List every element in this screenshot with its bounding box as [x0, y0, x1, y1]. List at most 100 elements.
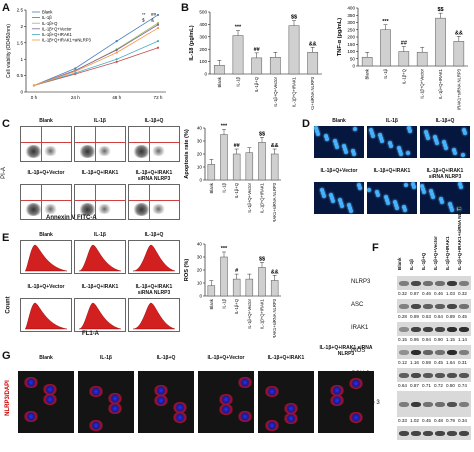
panel-label-f: F	[372, 242, 379, 254]
densitometry-value: 1.14	[458, 337, 467, 342]
cell-population-cloud	[79, 144, 96, 158]
condition-title: IL-1β+Q+IRAK1 siRNA NLRP3	[135, 170, 173, 182]
condition-title: IL-1β+Q+Vector	[320, 168, 358, 174]
legend-significance-mark: **	[142, 12, 146, 17]
category-label: IL-1β+Q	[234, 182, 239, 198]
protein-band	[447, 326, 457, 332]
panel-label-a: A	[2, 2, 10, 14]
panel-c-xaxis-label: Annexin V FITC-A	[46, 215, 97, 221]
protein-band	[447, 401, 457, 407]
flow-cytometry-plot	[128, 126, 180, 162]
cell-population-cloud	[25, 202, 42, 216]
x-tick-label: 24 h	[71, 95, 80, 100]
nucleus	[448, 202, 452, 206]
y-tick-label: 20	[197, 268, 203, 273]
histogram-svg	[24, 302, 68, 330]
histogram-peak	[132, 302, 176, 330]
lane-label: IL-1β+Q+IRAK1+siRNA NLRP3	[457, 203, 462, 270]
nucleus	[389, 144, 393, 148]
condition-title: Blank	[39, 232, 53, 238]
densitometry-value: 0.94	[422, 337, 431, 342]
bar	[269, 57, 281, 75]
dapi-image	[420, 182, 470, 214]
nucleus	[430, 192, 434, 196]
stained-cell	[24, 411, 38, 422]
significance-mark: &&	[455, 30, 463, 36]
category-label: IL-1β+Q+IRAK1	[260, 298, 265, 329]
blot-strip	[397, 276, 471, 290]
stained-cell	[219, 394, 233, 405]
y-tick-label: 400	[199, 22, 207, 27]
condition-title: IL-1β+Q+Vector	[27, 170, 65, 176]
significance-mark: ***	[382, 19, 389, 25]
nucleus	[351, 149, 355, 153]
quadrant-line-horizontal	[129, 200, 179, 202]
category-label: Blank	[217, 76, 222, 87]
flow-cytometry-plot	[20, 184, 72, 220]
nucleus	[425, 133, 429, 137]
y-tick-label: 40	[197, 126, 203, 131]
dapi-image	[367, 126, 417, 158]
stained-cell	[154, 395, 168, 406]
condition-title: IL-1β+Q	[144, 232, 164, 238]
nucleus	[367, 188, 371, 192]
nucleus	[450, 208, 454, 212]
panel-label-b: B	[181, 2, 189, 14]
dapi-image	[314, 126, 364, 158]
protein-band	[423, 303, 433, 309]
stained-cell	[24, 377, 38, 388]
densitometry-value: 0.48	[434, 418, 443, 423]
nucleus	[453, 151, 457, 155]
bar	[270, 280, 279, 297]
y-tick-label: 10	[197, 281, 203, 286]
significance-mark: ##	[234, 143, 240, 149]
nucleus	[458, 182, 462, 186]
protein-band	[411, 280, 421, 286]
nucleus	[421, 187, 425, 191]
legend-label: IL-1β+Q	[42, 21, 58, 26]
condition-title: IL-1β	[100, 355, 112, 361]
nucleus	[443, 143, 447, 147]
nucleus	[352, 152, 356, 156]
densitometry-value: 0.33	[398, 418, 407, 423]
densitometry-value: 1.03	[446, 291, 455, 296]
blot-strip	[397, 426, 471, 440]
quadrant-line-vertical	[149, 127, 150, 161]
nucleus	[376, 193, 380, 197]
legend-label: IL-1β+Q+IRAK1	[42, 32, 73, 37]
nucleus	[379, 136, 383, 140]
significance-mark: ***	[221, 246, 228, 252]
nucleus	[393, 200, 397, 204]
nucleus	[329, 193, 333, 197]
cell-population-cloud	[25, 144, 42, 158]
nucleus	[398, 149, 402, 153]
protein-band	[447, 372, 457, 378]
legend-label: IL-1β+Q+IRAK1+siNLRP3	[42, 38, 92, 43]
densitometry-value: 0.87	[410, 383, 419, 388]
ros-histogram	[74, 298, 126, 332]
stained-cell	[349, 412, 363, 423]
nucleus	[344, 150, 348, 154]
quadrant-line-horizontal	[21, 200, 71, 202]
protein-band	[411, 303, 421, 309]
stained-cell	[43, 394, 57, 405]
condition-title: IL-1β+Q+IRAK1 siRNA NLRP3	[135, 284, 173, 296]
densitometry-value: 0.46	[422, 291, 431, 296]
bar	[232, 153, 241, 181]
y-axis-title: TNF-α (pg/mL)	[337, 18, 343, 56]
nucleus	[325, 137, 329, 141]
stained-cell	[265, 420, 279, 431]
apoptotic-population-cloud	[43, 204, 58, 214]
blot-strip	[397, 345, 471, 359]
category-label: IL-1β+Q+IRAK1+siRNA NLRP3	[310, 76, 315, 110]
protein-band	[435, 349, 445, 355]
protein-band	[411, 430, 421, 436]
nucleus	[463, 131, 467, 135]
stained-cell	[173, 402, 187, 413]
protein-band	[411, 349, 421, 355]
ros-histogram	[20, 240, 72, 274]
flow-cytometry-plot	[74, 184, 126, 220]
histogram-peak	[24, 302, 68, 330]
nucleus	[314, 126, 318, 130]
category-label: IL-1β	[222, 298, 227, 308]
